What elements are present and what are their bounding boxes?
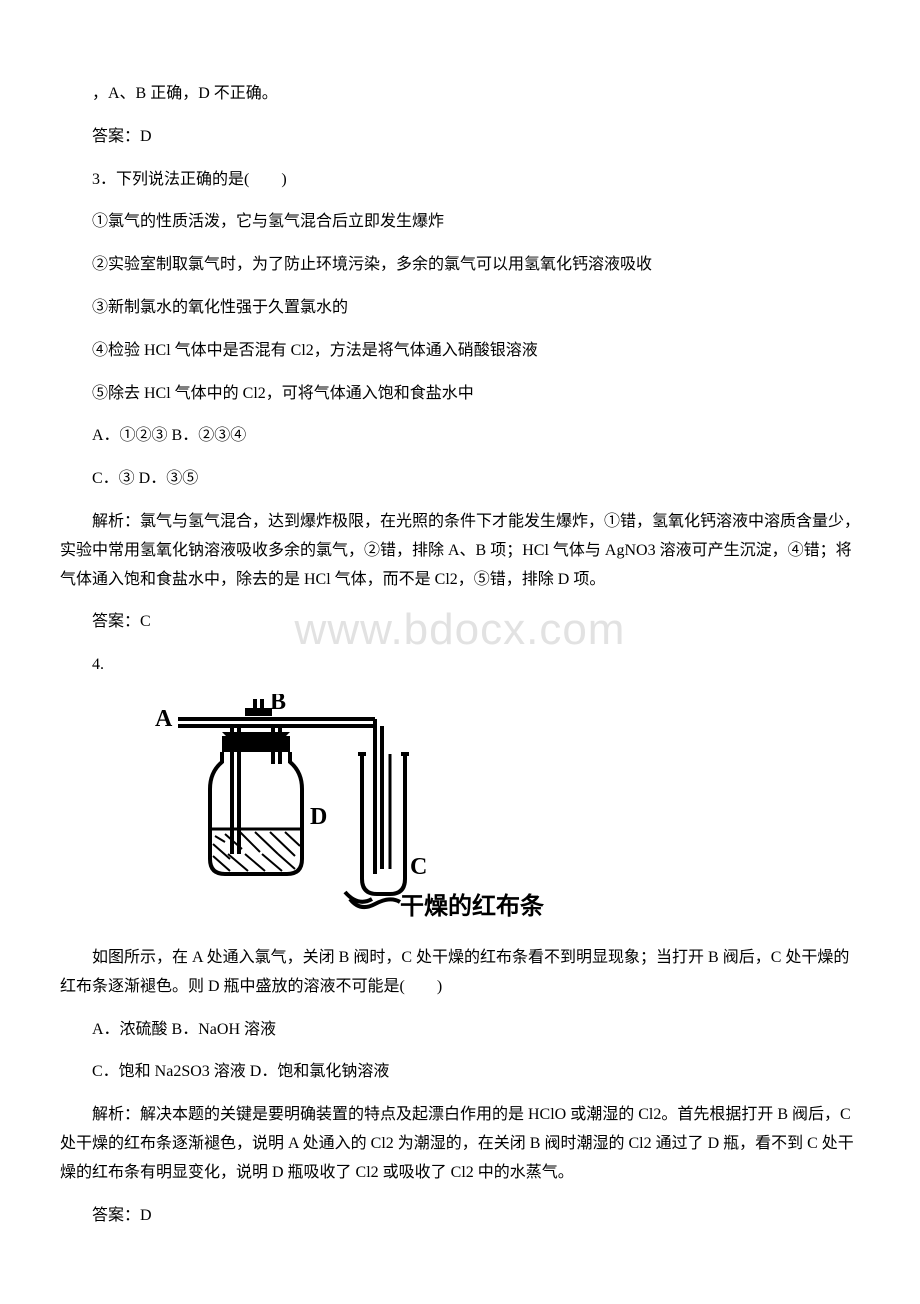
question-option: ④检验 HCl 气体中是否混有 Cl2，方法是将气体通入硝酸银溶液 xyxy=(60,337,860,366)
question-stem: 如图所示，在 A 处通入氯气，关闭 B 阀时，C 处干燥的红布条看不到明显现象；… xyxy=(60,944,860,1002)
answer-label: 答案：D xyxy=(60,1202,860,1231)
stopper-top xyxy=(222,732,290,736)
question-number: 4. xyxy=(60,651,860,680)
apparatus-diagram: A B xyxy=(150,694,860,924)
answer-choice: A．①②③ B．②③④ xyxy=(60,422,860,451)
answer-label: 答案：C xyxy=(60,608,860,637)
question-option: ③新制氯水的氧化性强于久置氯水的 xyxy=(60,294,860,323)
label-c: C xyxy=(410,854,427,880)
analysis-text: 解析：氯气与氢气混合，达到爆炸极限，在光照的条件下才能发生爆炸，①错，氢氧化钙溶… xyxy=(60,508,860,594)
bottle-stopper xyxy=(222,736,290,752)
answer-choice: C．③ D．③⑤ xyxy=(60,465,860,494)
label-b: B xyxy=(270,694,286,715)
answer-label: 答案：D xyxy=(60,123,860,152)
bottle-d-body xyxy=(210,752,302,874)
answer-choice: A．浓硫酸 B．NaOH 溶液 xyxy=(60,1016,860,1045)
diagram-svg: A B xyxy=(150,694,550,924)
text-line: ，A、B 正确，D 不正确。 xyxy=(60,80,860,109)
question-stem: 3．下列说法正确的是( ) xyxy=(60,166,860,195)
question-option: ①氯气的性质活泼，它与氢气混合后立即发生爆炸 xyxy=(60,208,860,237)
document-content: ，A、B 正确，D 不正确。 答案：D 3．下列说法正确的是( ) ①氯气的性质… xyxy=(60,80,860,1230)
valve-b-handle xyxy=(245,708,272,716)
question-option: ②实验室制取氯气时，为了防止环境污染，多余的氯气可以用氢氧化钙溶液吸收 xyxy=(60,251,860,280)
cloth-label: 干燥的红布条 xyxy=(400,892,545,920)
liquid-hatching xyxy=(212,829,300,871)
label-d: D xyxy=(310,804,327,830)
label-a: A xyxy=(155,706,173,732)
analysis-text: 解析：解决本题的关键是要明确装置的特点及起漂白作用的是 HClO 或潮湿的 Cl… xyxy=(60,1101,860,1187)
question-option: ⑤除去 HCl 气体中的 Cl2，可将气体通入饱和食盐水中 xyxy=(60,380,860,409)
answer-choice: C．饱和 Na2SO3 溶液 D．饱和氯化钠溶液 xyxy=(60,1058,860,1087)
